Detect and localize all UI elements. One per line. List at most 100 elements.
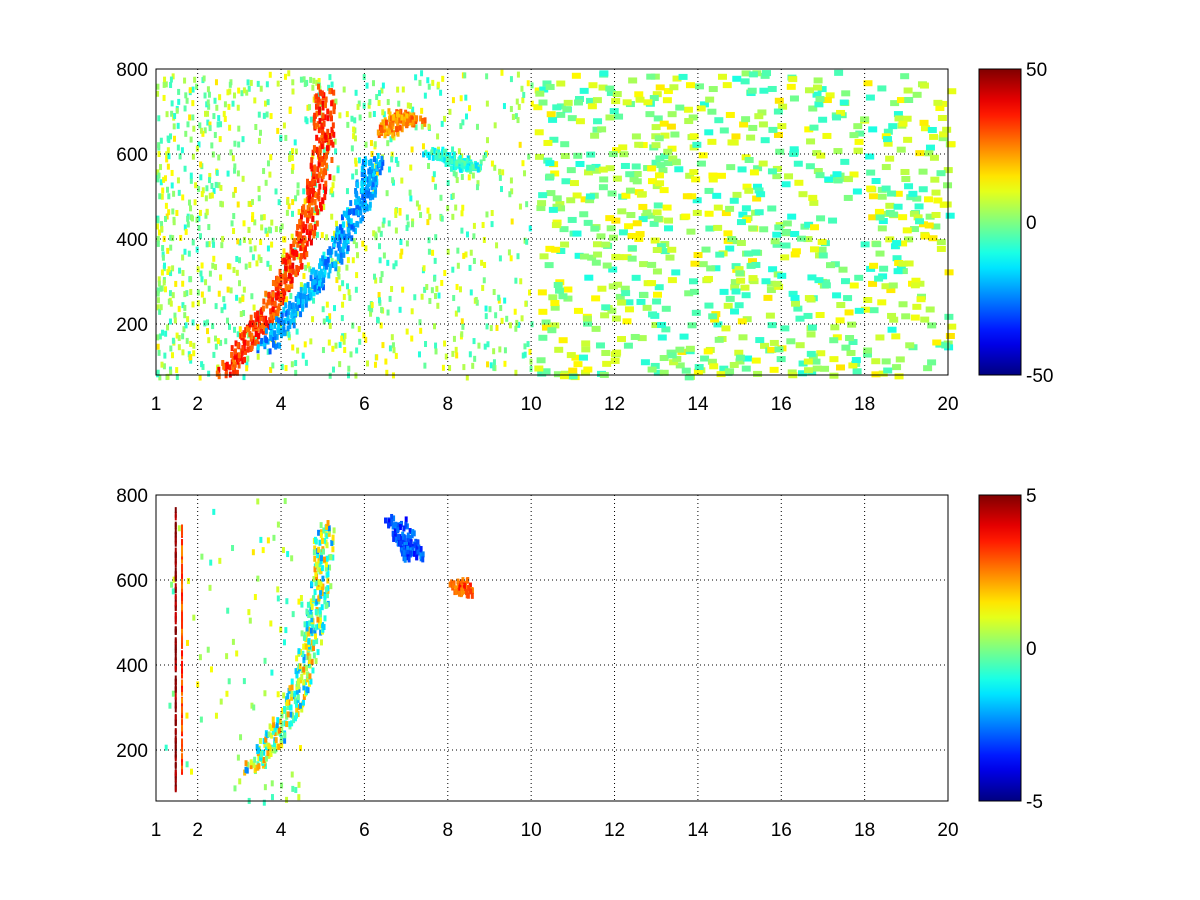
heatmap-cell xyxy=(288,107,292,114)
heatmap-cell xyxy=(920,125,930,132)
heatmap-cell xyxy=(278,279,282,286)
heatmap-cell xyxy=(266,160,270,167)
heatmap-cell xyxy=(200,262,204,269)
heatmap-cell xyxy=(624,223,634,230)
heatmap-cell xyxy=(528,289,532,296)
heatmap-cell xyxy=(297,704,301,711)
heatmap-cell xyxy=(443,115,447,122)
heatmap-cell xyxy=(646,212,656,219)
heatmap-cell xyxy=(313,164,317,171)
heatmap-cell xyxy=(379,230,383,237)
heatmap-cell xyxy=(338,285,342,292)
heatmap-cell xyxy=(762,70,772,77)
heatmap-cell xyxy=(284,271,288,278)
heatmap-cell xyxy=(174,746,177,753)
heatmap-cell xyxy=(373,141,377,148)
heatmap-cell xyxy=(860,241,870,248)
heatmap-cell xyxy=(217,290,221,297)
heatmap-cell xyxy=(368,174,372,181)
heatmap-cell xyxy=(301,305,305,312)
heatmap-cell xyxy=(627,255,637,262)
heatmap-cell xyxy=(392,522,396,529)
heatmap-cell xyxy=(182,326,186,333)
heatmap-cell xyxy=(816,350,826,357)
heatmap-cell xyxy=(516,253,520,260)
heatmap-cell xyxy=(302,679,306,686)
heatmap-cell xyxy=(786,338,796,345)
heatmap-cell xyxy=(261,328,265,335)
heatmap-cell xyxy=(298,702,302,709)
heatmap-cell xyxy=(652,209,662,216)
heatmap-cell xyxy=(869,307,879,314)
heatmap-cell xyxy=(321,255,325,262)
heatmap-cell xyxy=(751,261,761,268)
heatmap-cell xyxy=(292,717,296,724)
heatmap-cell xyxy=(346,121,350,128)
heatmap-cell xyxy=(573,307,583,314)
heatmap-cell xyxy=(483,343,487,350)
heatmap-cell xyxy=(327,138,331,145)
heatmap-cell xyxy=(843,194,853,201)
heatmap-cell xyxy=(158,374,162,381)
heatmap-cell xyxy=(285,209,289,216)
heatmap-cell xyxy=(174,574,177,581)
heatmap-cell xyxy=(163,262,167,269)
heatmap-cell xyxy=(297,794,301,801)
heatmap-cell xyxy=(587,254,597,261)
heatmap-cell xyxy=(226,89,230,96)
heatmap-cell xyxy=(232,227,236,234)
heatmap-cell xyxy=(740,78,750,85)
heatmap-cell xyxy=(166,147,170,154)
heatmap-cell xyxy=(502,103,506,110)
heatmap-cell xyxy=(267,226,271,233)
heatmap-cell xyxy=(607,190,617,197)
heatmap-cell xyxy=(171,73,175,80)
heatmap-cell xyxy=(622,254,632,261)
heatmap-cell xyxy=(682,193,692,200)
heatmap-cell xyxy=(303,286,307,293)
heatmap-cell xyxy=(247,609,251,616)
heatmap-cell xyxy=(162,94,166,101)
heatmap-cell xyxy=(174,626,177,633)
heatmap-cell xyxy=(373,187,377,194)
heatmap-cell xyxy=(388,111,392,118)
heatmap-cell xyxy=(181,270,185,277)
heatmap-cell xyxy=(628,77,638,84)
heatmap-cell xyxy=(195,216,199,223)
heatmap-cell xyxy=(597,285,607,292)
heatmap-cell xyxy=(687,322,697,329)
heatmap-cell xyxy=(326,256,330,263)
heatmap-cell xyxy=(236,170,240,177)
heatmap-cell xyxy=(795,342,805,349)
heatmap-cell xyxy=(321,100,325,107)
heatmap-cell xyxy=(282,248,286,255)
heatmap-cell xyxy=(184,322,188,329)
heatmap-cell xyxy=(401,120,405,127)
heatmap-cell xyxy=(295,230,299,237)
heatmap-cell xyxy=(280,726,284,733)
heatmap-cell xyxy=(601,304,611,311)
heatmap-cell xyxy=(210,192,214,199)
heatmap-cell xyxy=(517,321,521,328)
heatmap-cell xyxy=(493,122,497,129)
heatmap-cell xyxy=(375,94,379,101)
heatmap-cell xyxy=(588,82,598,89)
heatmap-cell xyxy=(898,260,908,267)
heatmap-cell xyxy=(546,190,556,197)
heatmap-cell xyxy=(335,277,339,284)
heatmap-cell xyxy=(291,302,295,309)
heatmap-cell xyxy=(436,155,440,162)
heatmap-cell xyxy=(366,192,370,199)
heatmap-cell xyxy=(262,738,266,745)
heatmap-cell xyxy=(263,100,267,107)
heatmap-cell xyxy=(449,165,453,172)
heatmap-cell xyxy=(612,91,622,98)
heatmap-cell xyxy=(822,132,832,139)
heatmap-cell xyxy=(854,138,864,145)
x-tick-label: 12 xyxy=(604,394,625,415)
heatmap-cell xyxy=(731,263,741,270)
heatmap-cell xyxy=(353,228,357,235)
heatmap-cell xyxy=(558,337,568,344)
heatmap-cell xyxy=(774,224,784,231)
heatmap-cell xyxy=(900,168,910,175)
